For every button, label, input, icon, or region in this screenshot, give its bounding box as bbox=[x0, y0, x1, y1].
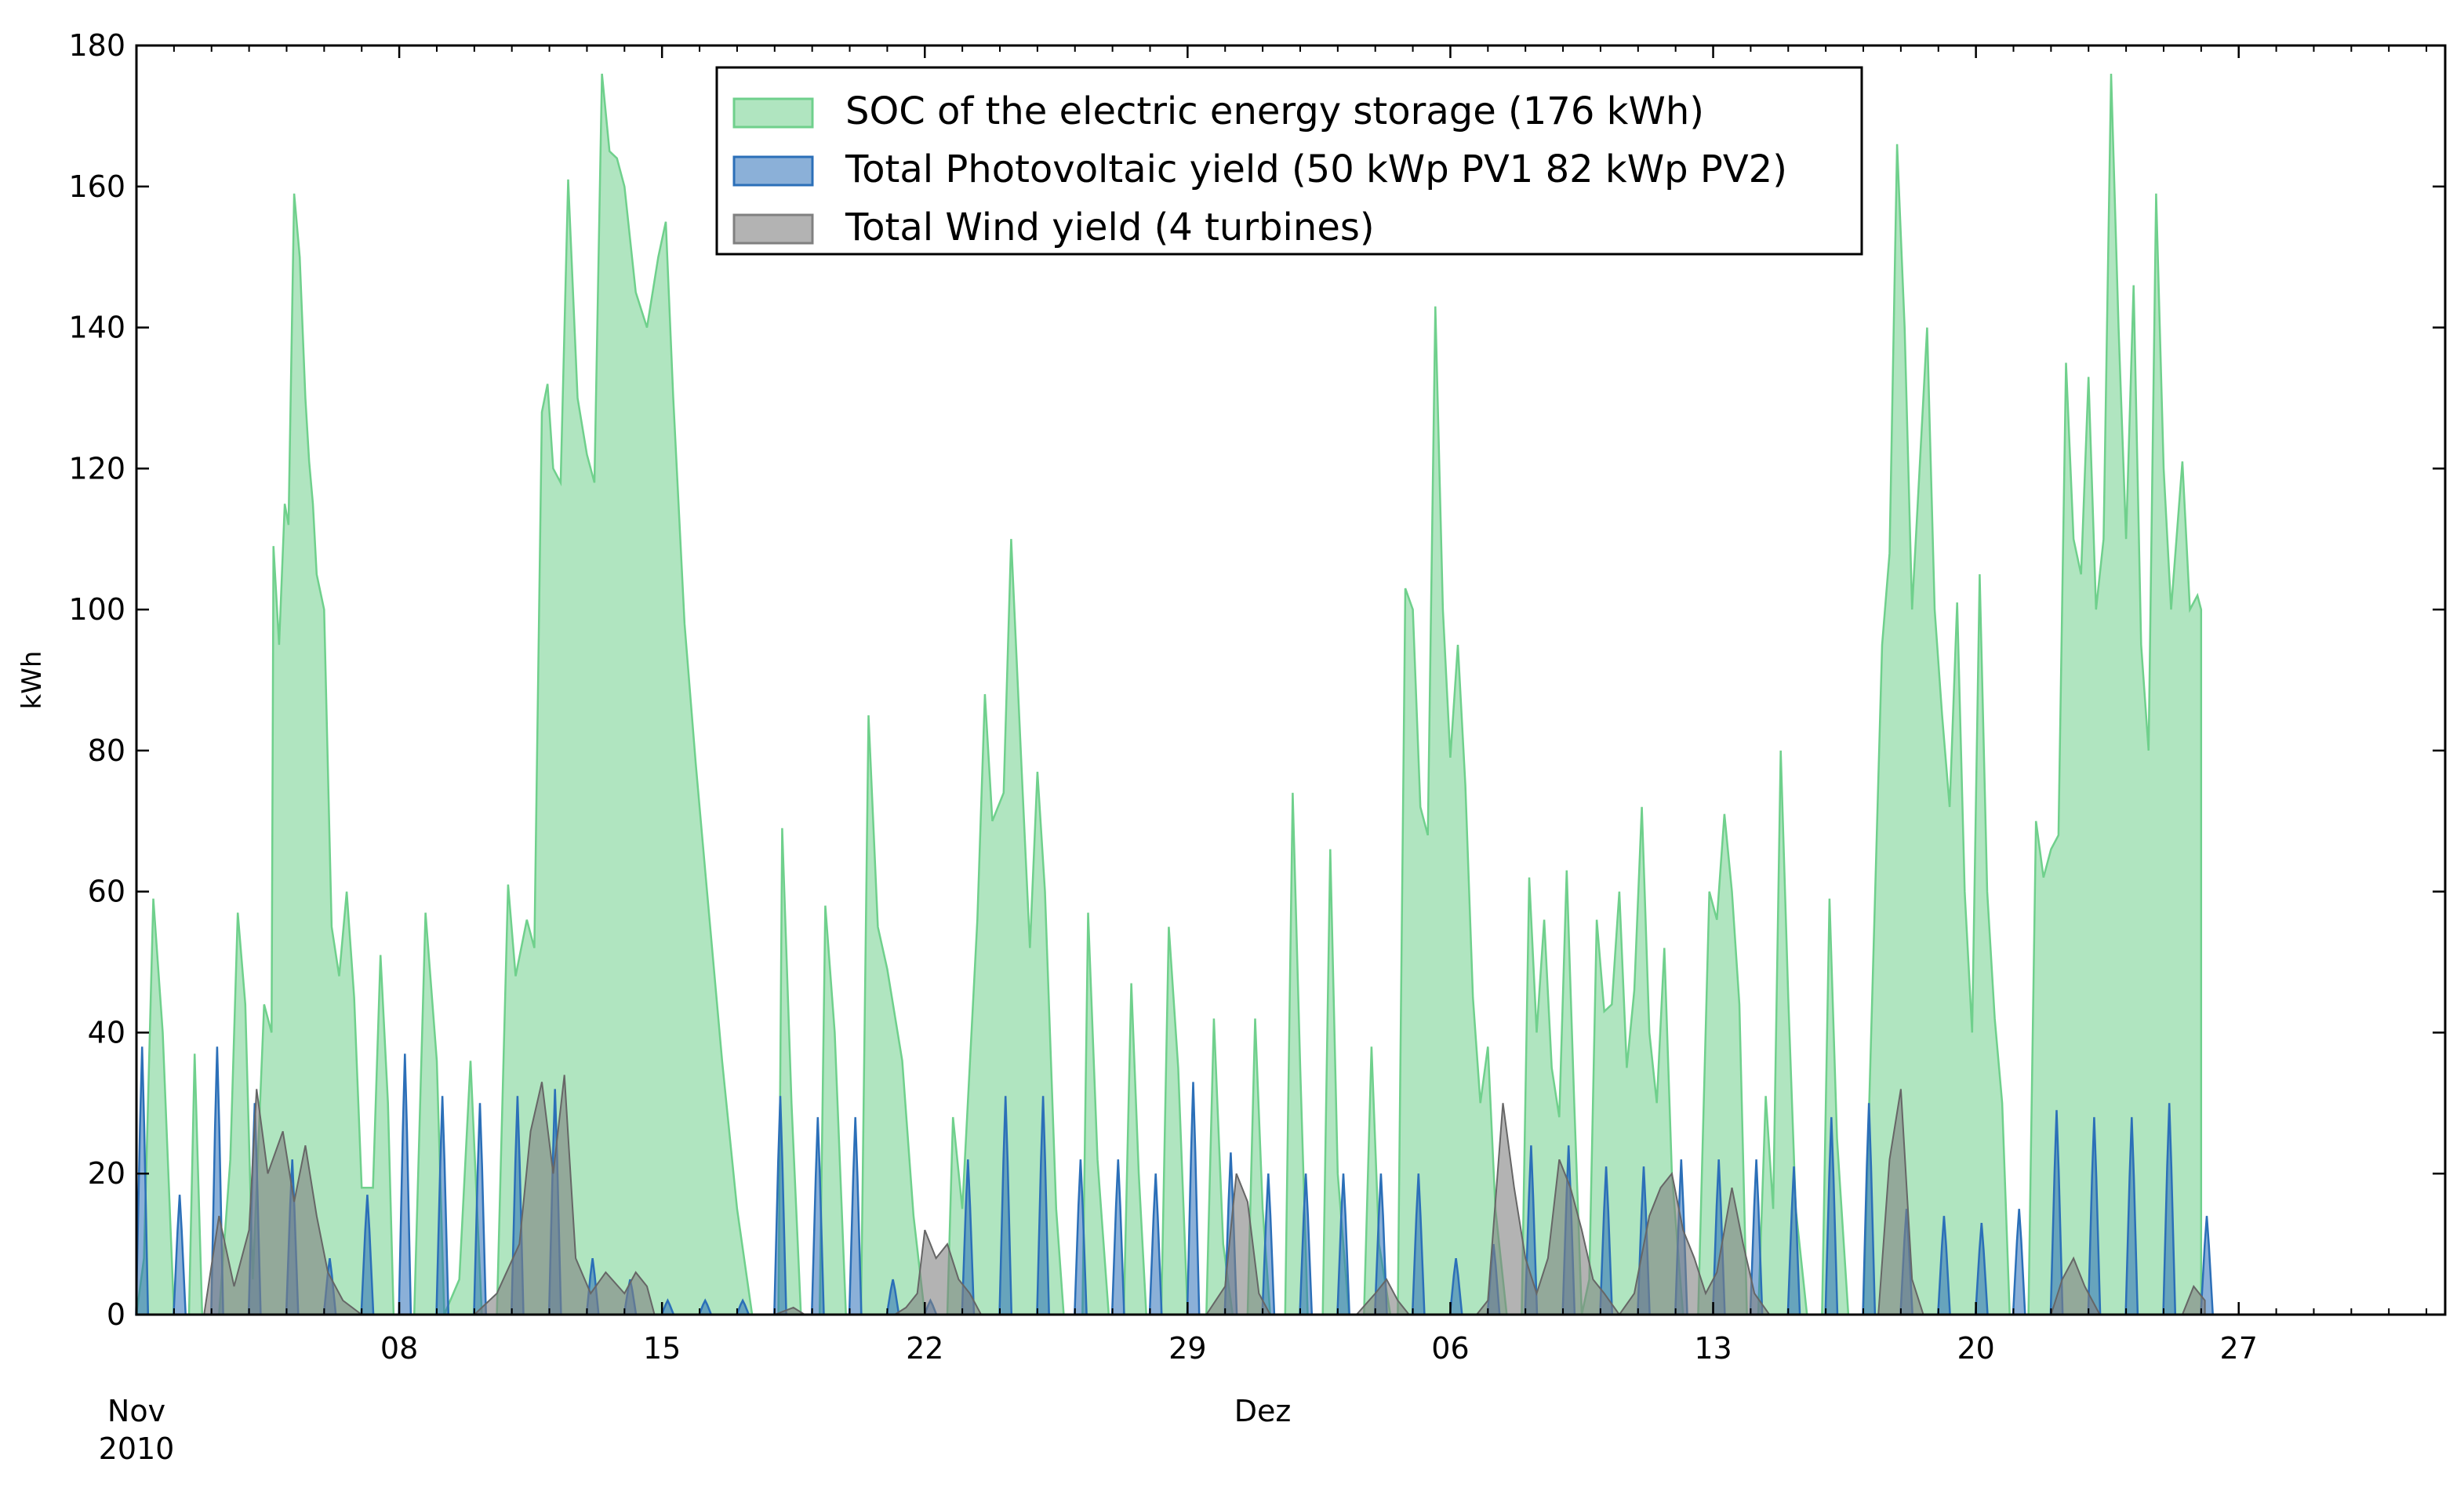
y-axis-title: kWh bbox=[16, 651, 48, 710]
legend-label-soc: SOC of the electric energy storage (176 … bbox=[845, 89, 1704, 133]
month-label-0: Nov bbox=[107, 1394, 165, 1428]
legend-swatch-pv bbox=[732, 155, 814, 187]
pv-peak-28 bbox=[1186, 1082, 1201, 1316]
xtick-label-22: 22 bbox=[906, 1331, 943, 1366]
xtick-label-29: 29 bbox=[1168, 1331, 1206, 1366]
pv-peak-0 bbox=[135, 1046, 150, 1316]
xtick-label-08: 08 bbox=[380, 1331, 418, 1366]
pv-peak-27 bbox=[1148, 1173, 1163, 1316]
legend-label-wind: Total Wind yield (4 turbines) bbox=[845, 206, 1375, 249]
plot-frame bbox=[135, 44, 2447, 1316]
ytick-label-40: 40 bbox=[88, 1015, 125, 1049]
xtick-label-15: 15 bbox=[643, 1331, 681, 1366]
xtick-label-27: 27 bbox=[2220, 1331, 2258, 1366]
pv-peak-7 bbox=[398, 1053, 412, 1316]
y-tick-labels: 0 20 40 60 80 100 120 140 160 180 bbox=[68, 28, 125, 1332]
legend: SOC of the electric energy storage (176 … bbox=[715, 66, 1863, 256]
xtick-label-13: 13 bbox=[1694, 1331, 1732, 1366]
ytick-label-60: 60 bbox=[88, 875, 125, 909]
year-label-0: 2010 bbox=[99, 1431, 175, 1466]
ytick-label-20: 20 bbox=[88, 1156, 125, 1191]
pv-peak-50 bbox=[2012, 1209, 2026, 1316]
legend-box bbox=[715, 66, 1863, 256]
xtick-label-20: 20 bbox=[1957, 1331, 1994, 1366]
ytick-label-160: 160 bbox=[68, 169, 125, 204]
month-label-1: Dez bbox=[1234, 1394, 1292, 1428]
pv-peak-26 bbox=[1110, 1159, 1125, 1316]
ytick-label-180: 180 bbox=[68, 28, 125, 63]
pv-peak-1 bbox=[173, 1195, 187, 1316]
ytick-label-120: 120 bbox=[68, 451, 125, 486]
legend-label-pv: Total Photovoltaic yield (50 kWp PV1 82 … bbox=[845, 147, 1787, 191]
soc-area bbox=[135, 73, 2203, 1316]
pv-peak-9 bbox=[473, 1103, 487, 1316]
legend-swatch-wind bbox=[732, 213, 814, 245]
legend-swatch-soc bbox=[732, 97, 814, 129]
xtick-label-06: 06 bbox=[1431, 1331, 1469, 1366]
ytick-label-80: 80 bbox=[88, 733, 125, 768]
pv-peak-19 bbox=[848, 1117, 863, 1316]
ytick-label-100: 100 bbox=[68, 592, 125, 627]
ytick-label-0: 0 bbox=[107, 1297, 125, 1332]
ytick-label-140: 140 bbox=[68, 311, 125, 345]
plot-areas bbox=[135, 73, 2215, 1316]
